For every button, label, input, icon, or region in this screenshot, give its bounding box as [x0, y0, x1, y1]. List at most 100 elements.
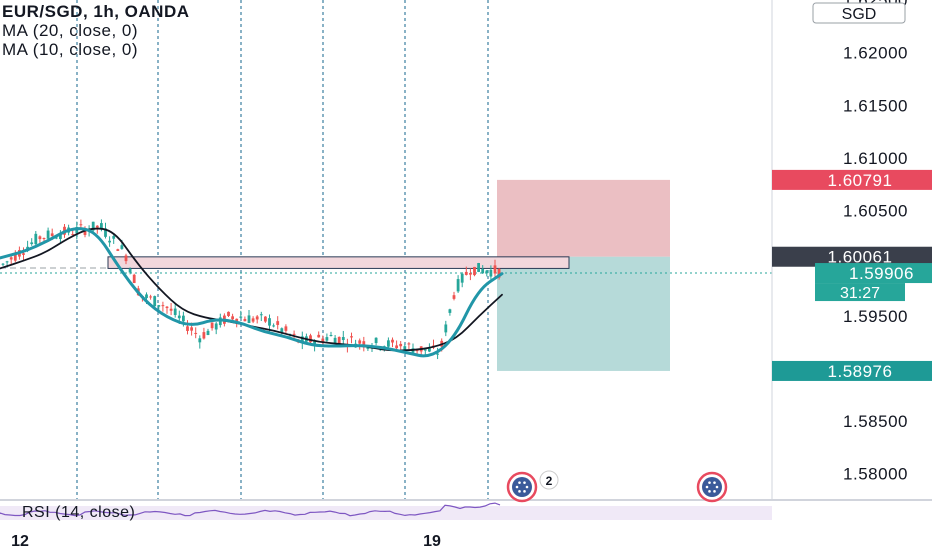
currency-badge-box	[812, 2, 906, 24]
candle-body-61	[251, 318, 255, 322]
candle-body-119	[489, 269, 493, 277]
candle-body-118	[485, 270, 489, 274]
candle-body-95	[391, 339, 394, 343]
candle-body-45	[186, 326, 189, 331]
event-count: 2	[546, 474, 553, 488]
candle-body-28	[116, 249, 120, 251]
rsi-pane: 12 19	[0, 499, 932, 550]
stop-price-label-box	[772, 169, 932, 190]
economic-event-badge-1-dot-5	[523, 481, 526, 484]
economic-event-badge-1-dot-4	[518, 481, 521, 484]
stop-price-label: 1.60791	[828, 171, 893, 190]
candle-body-31	[128, 268, 132, 273]
candle-body-104	[428, 348, 431, 352]
candle-body-98	[403, 346, 407, 352]
candle-body-52	[214, 323, 218, 330]
candle-body-32	[132, 274, 136, 284]
ma-20-legend[interactable]: MA (20, close, 0)	[2, 21, 139, 40]
candle-body-82	[337, 336, 341, 344]
economic-event-badge-2-dot-0	[715, 485, 719, 489]
candle-body-47	[194, 332, 198, 334]
candle-body-25	[104, 228, 107, 237]
candle-body-113	[464, 271, 468, 275]
candle-body-78	[321, 338, 325, 343]
candle-body-57	[235, 318, 239, 323]
candle-body-120	[493, 265, 497, 274]
price-tick-6: 1.58500	[843, 412, 908, 431]
candle-body-11	[46, 230, 50, 239]
time-tick-0: 12	[11, 533, 29, 550]
candle-body-36	[149, 296, 152, 298]
candle-body-41	[169, 308, 173, 311]
candle-body-108	[444, 324, 448, 333]
candle-body-88	[362, 341, 366, 347]
candle-body-76	[313, 341, 316, 346]
target-price-label: 1.58976	[828, 362, 893, 381]
ma-10-line	[0, 227, 504, 358]
candle-body-58	[239, 316, 243, 318]
candle-body-12	[50, 233, 54, 236]
economic-event-badge-2-icon	[702, 477, 722, 497]
candle-body-59	[243, 318, 247, 322]
candle-body-46	[190, 327, 193, 331]
candle-body-13	[54, 237, 58, 239]
target-price-label-box	[772, 360, 932, 381]
candle-body-26	[108, 240, 111, 243]
candle-body-99	[407, 343, 411, 345]
candle-body-29	[120, 245, 124, 249]
candle-body-38	[157, 305, 161, 307]
price-tick-4: 1.60500	[843, 202, 908, 221]
candle-body-66	[272, 325, 275, 327]
candle-body-44	[182, 315, 185, 322]
ma-10-legend[interactable]: MA (10, close, 0)	[2, 40, 139, 59]
candle-body-64	[264, 316, 267, 322]
ma-20-line	[0, 227, 503, 352]
candle-body-91	[374, 337, 378, 344]
candle-body-3	[13, 253, 17, 261]
candle-body-103	[423, 349, 427, 351]
currency-badge: SGD	[842, 6, 877, 23]
economic-event-badge-2-dot-5	[713, 481, 716, 484]
candle-body-73	[300, 336, 304, 344]
candle-body-60	[247, 315, 251, 323]
candle-body-40	[165, 306, 169, 309]
candle-body-63	[259, 314, 263, 316]
candle-body-121	[497, 268, 501, 278]
candle-body-80	[329, 334, 333, 336]
candle-body-1	[5, 261, 9, 263]
candle-body-75	[309, 335, 312, 343]
candle-body-56	[231, 316, 234, 320]
candle-body-83	[341, 337, 345, 341]
price-tick-7: 1.58000	[843, 465, 908, 484]
candle-body-114	[469, 273, 472, 275]
entry-price-label-box	[772, 246, 932, 267]
price-tick-2: 1.61500	[843, 96, 908, 115]
candle-body-106	[436, 353, 439, 355]
resistance-zone	[107, 256, 570, 269]
candle-body-48	[198, 338, 202, 343]
candle-body-96	[395, 345, 398, 349]
symbol-title[interactable]: EUR/SGD, 1h, OANDA	[2, 2, 190, 21]
candle-body-23	[95, 225, 99, 228]
rsi-label[interactable]: RSI (14, close)	[22, 504, 136, 521]
last-price-label: 1.59906	[849, 264, 914, 283]
candle-body-51	[210, 322, 214, 329]
price-tick-5: 1.59500	[843, 307, 908, 326]
candle-body-65	[268, 318, 271, 326]
candle-body-5	[22, 253, 25, 255]
position-zones	[0, 179, 772, 371]
economic-event-badge-1-dot-0	[525, 485, 529, 489]
economic-event-badge-2-dot-2	[708, 490, 711, 493]
candle-body-67	[276, 321, 280, 325]
candle-body-87	[358, 340, 362, 344]
economic-event-badge-1-dot-1	[523, 490, 526, 493]
economic-event-badge-1-dot-2	[518, 490, 521, 493]
candle-body-14	[59, 234, 62, 239]
candle-body-24	[100, 223, 103, 229]
candle-body-94	[387, 340, 390, 347]
candle-body-81	[333, 337, 337, 345]
event-count-bubble	[539, 470, 559, 490]
candle-body-50	[206, 330, 210, 336]
candle-body-115	[473, 266, 476, 276]
